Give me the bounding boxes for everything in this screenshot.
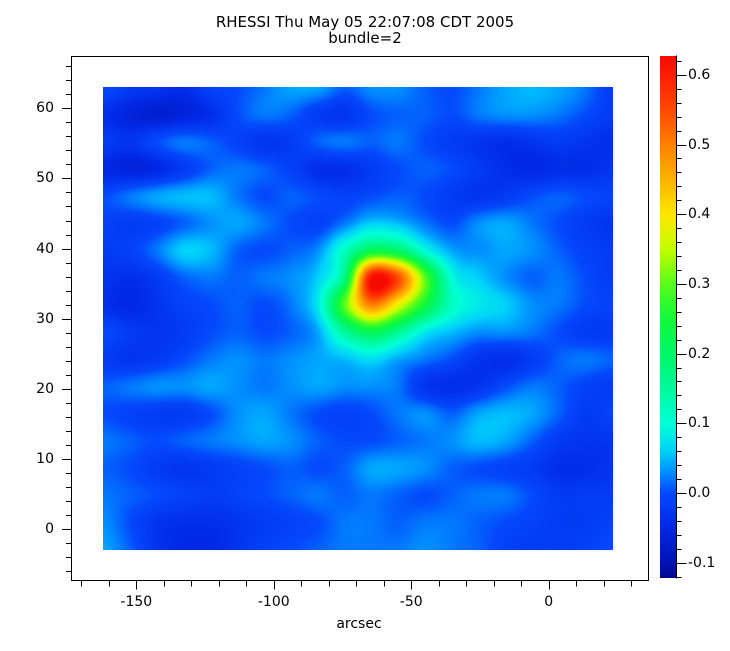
- x-axis-title: arcsec: [336, 616, 382, 632]
- colorbar-tick-label: 0.5: [688, 136, 711, 153]
- colorbar-tick-label: 0.0: [688, 485, 711, 501]
- plot-frame: [71, 56, 649, 581]
- x-tick-label: -100: [257, 594, 290, 610]
- colorbar-tick-label: 0.3: [688, 275, 711, 292]
- y-tick-label: 0: [45, 521, 54, 538]
- y-tick-label: 20: [36, 380, 54, 397]
- plot-title: RHESSI Thu May 05 22:07:08 CDT 2005 bund…: [3, 14, 727, 46]
- y-tick-label: 60: [36, 100, 54, 117]
- y-tick-label: 30: [36, 310, 54, 327]
- plot-title-line1: RHESSI Thu May 05 22:07:08 CDT 2005: [215, 13, 515, 31]
- colorbar-gradient: [660, 56, 676, 578]
- colorbar-tick-label: 0.2: [688, 345, 711, 362]
- x-tick-label: 0: [544, 594, 554, 610]
- y-tick-label: 40: [36, 240, 54, 257]
- y-tick-label: 10: [36, 451, 54, 468]
- colorbar-tick-label: -0.1: [688, 554, 716, 571]
- y-tick-label: 50: [36, 170, 54, 187]
- colorbar-tick-label: 0.6: [688, 66, 711, 83]
- heatmap-image: [103, 87, 613, 550]
- plot-title-line2: bundle=2: [328, 29, 402, 47]
- x-tick-label: -150: [120, 594, 153, 610]
- colorbar-tick-label: 0.4: [688, 206, 711, 223]
- x-tick-label: -50: [399, 594, 423, 610]
- colorbar-tick-label: 0.1: [688, 415, 711, 432]
